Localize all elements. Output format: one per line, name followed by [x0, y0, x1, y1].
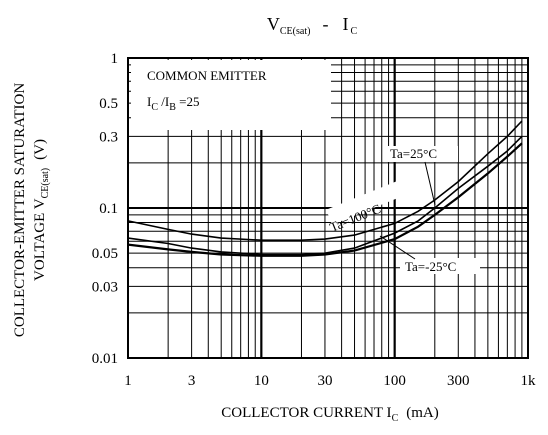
conditions-box	[131, 60, 331, 130]
callout-m25	[379, 235, 416, 260]
y-tick-label: 0.5	[99, 96, 118, 112]
callout-25	[424, 161, 436, 206]
y-tick-label: 1	[111, 51, 119, 67]
x-tick-label: 1	[124, 373, 132, 389]
conditions-line1: COMMON EMITTER	[147, 68, 267, 83]
conditions-line2: IC /IB =25	[147, 94, 199, 113]
label-bg-25	[388, 146, 458, 162]
x-axis-label: COLLECTOR CURRENT IC (mA)	[221, 405, 438, 424]
series-label-m25: Ta=-25°C	[405, 259, 456, 274]
label-bg-100	[326, 181, 403, 225]
y-tick-label: 0.05	[92, 246, 118, 262]
curves	[127, 120, 523, 257]
series-line-2	[127, 120, 523, 241]
y-axis-label: COLLECTOR-EMITTER SATURATION VOLTAGE VCE…	[12, 83, 51, 337]
y-tick-label: 0.03	[92, 279, 118, 295]
x-tick-label: 300	[447, 373, 470, 389]
y-tick-label: 0.1	[99, 201, 118, 217]
plot-frame	[127, 57, 529, 359]
x-tick-label: 1k	[521, 373, 537, 389]
label-bg-m25	[400, 258, 480, 274]
series-line-3	[127, 142, 523, 257]
tick-labels: 1 3 10 30 100 300 1k 1 0.5 0.3 0.1 0.05 0.03 0.01	[92, 51, 536, 389]
series-label-25: Ta=25°C	[390, 146, 437, 161]
series-line-1	[127, 135, 523, 256]
y-tick-label: 0.3	[99, 129, 118, 145]
x-tick-label: 10	[254, 373, 269, 389]
x-tick-label: 3	[188, 373, 196, 389]
y-axis-label-line1: COLLECTOR-EMITTER SATURATION	[12, 83, 28, 337]
chart-title: VCE(sat) - I C	[267, 14, 358, 37]
y-tick-label: 0.01	[92, 351, 118, 367]
y-axis-label-line2: VOLTAGE VCE(sat)(V)	[32, 139, 51, 281]
x-tick-label: 100	[383, 373, 406, 389]
x-tick-label: 30	[317, 373, 332, 389]
plot-border	[127, 57, 529, 359]
